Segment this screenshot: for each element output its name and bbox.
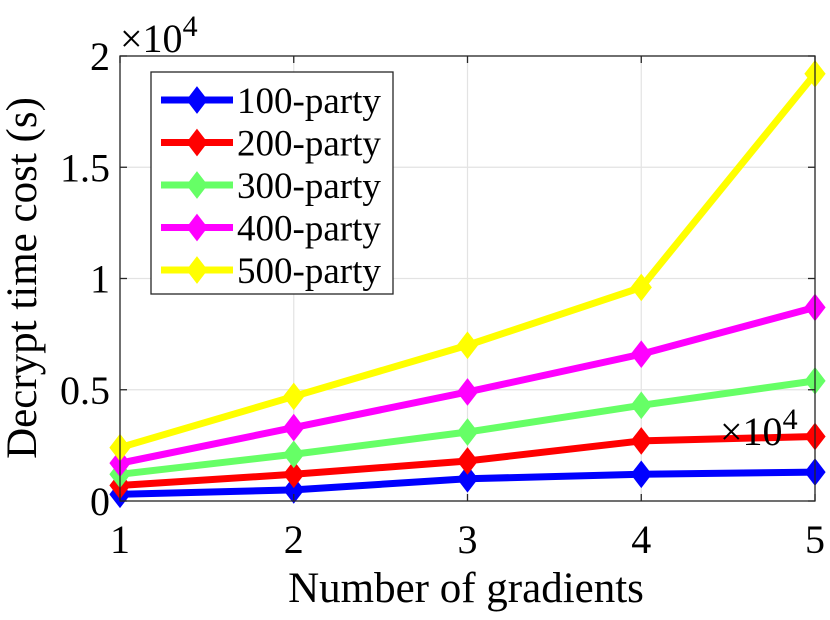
data-point	[283, 476, 305, 504]
y-tick-label: 1	[90, 257, 110, 302]
x-tick-label: 3	[458, 517, 478, 562]
x-axis-title: Number of gradients	[288, 565, 644, 612]
legend-label: 200-party	[237, 124, 381, 165]
legend-label: 400-party	[237, 209, 381, 250]
x-multiplier-label: ×104	[720, 403, 798, 454]
x-tick-label: 4	[631, 517, 651, 562]
legend-entry: 500-party	[161, 251, 381, 292]
y-multiplier-exponent: 4	[183, 10, 198, 43]
data-point	[630, 460, 652, 489]
legend: 100-party200-party300-party400-party500-…	[150, 71, 394, 295]
data-point	[630, 427, 652, 455]
y-axis-title: Decrypt time cost (s)	[0, 97, 46, 459]
legend-box	[150, 71, 394, 295]
legend-marker	[186, 171, 208, 199]
x-tick-label: 2	[284, 517, 304, 562]
y-tick-label: 0.5	[60, 368, 110, 413]
y-multiplier-label: ×104	[120, 10, 198, 61]
legend-label: 300-party	[237, 166, 381, 207]
legend-entry: 300-party	[161, 166, 381, 207]
y-tick-labels: 0 0.5 1 1.5 2	[60, 34, 110, 524]
x-tick-labels: 1 2 3 4 5	[110, 517, 825, 562]
legend-entry: 100-party	[161, 81, 381, 122]
y-multiplier-base: ×10	[120, 16, 183, 61]
x-tick-label: 5	[805, 517, 825, 562]
data-point	[456, 331, 479, 360]
legend-marker	[186, 86, 208, 114]
y-tick-label: 1.5	[60, 145, 110, 190]
data-point	[456, 447, 479, 475]
data-point	[456, 378, 479, 406]
legend-entry: 400-party	[161, 209, 381, 250]
data-point	[283, 382, 305, 411]
data-point	[283, 413, 305, 442]
ticks	[119, 55, 816, 502]
legend-marker	[186, 256, 208, 284]
x-multiplier-base: ×10	[720, 409, 783, 454]
data-point	[630, 273, 652, 302]
data-point	[456, 418, 479, 446]
data-point	[283, 440, 305, 469]
legend-label: 100-party	[237, 81, 381, 122]
legend-label: 500-party	[237, 251, 381, 292]
y-tick-label: 0	[90, 479, 110, 524]
x-tick-label: 1	[110, 517, 130, 562]
x-multiplier-exponent: 4	[783, 403, 798, 436]
data-point	[630, 391, 652, 420]
y-tick-label: 2	[90, 34, 110, 79]
legend-entry: 200-party	[161, 124, 381, 165]
data-point	[630, 340, 652, 368]
legend-marker	[186, 128, 208, 157]
legend-marker	[186, 213, 208, 242]
data-point	[283, 460, 305, 489]
data-point	[456, 464, 479, 493]
